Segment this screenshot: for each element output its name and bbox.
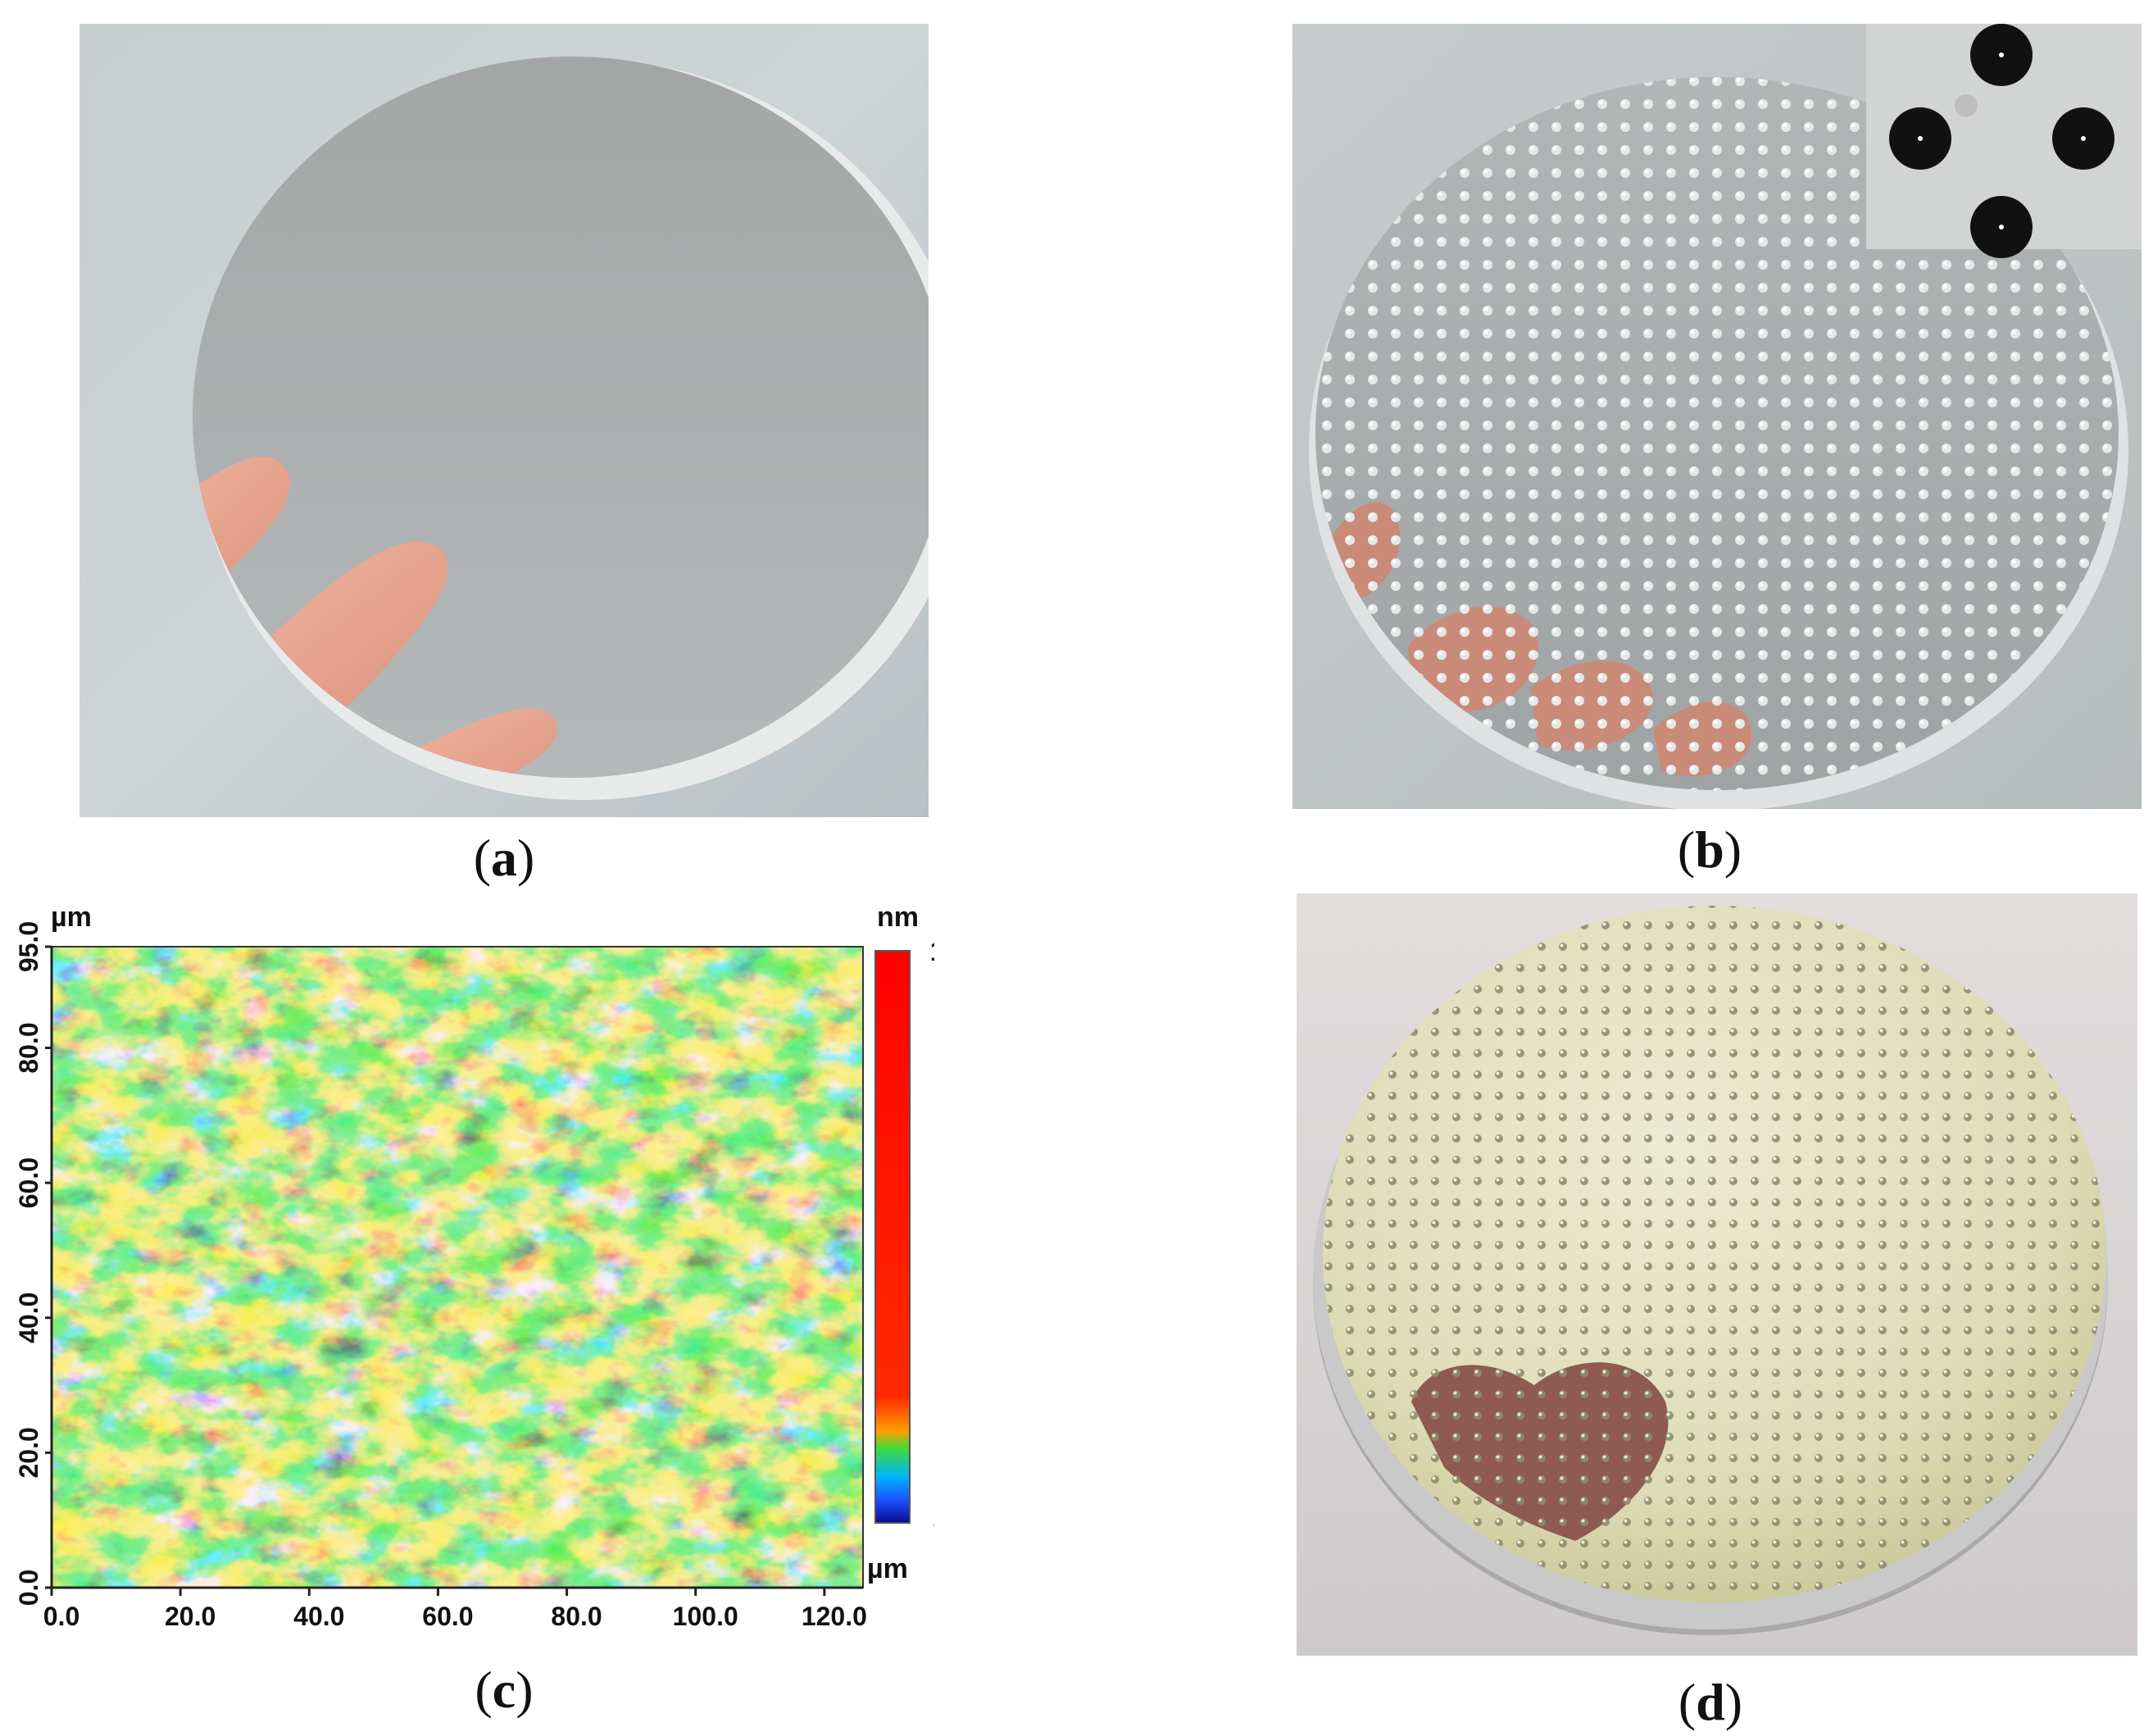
x-tick-label: 60.0 bbox=[422, 1602, 473, 1631]
colorbar-tick-label: -18 bbox=[933, 1508, 934, 1539]
x-tick-label: 40.0 bbox=[293, 1602, 344, 1631]
caption-d: (d) bbox=[1678, 1673, 1743, 1731]
x-axis-unit: µm bbox=[867, 1553, 908, 1584]
caption-c: (c) bbox=[475, 1661, 534, 1719]
colorbar-unit: nm bbox=[877, 902, 919, 933]
y-tick-label: 60.0 bbox=[14, 1157, 43, 1208]
x-tick-label: 120.0 bbox=[802, 1602, 867, 1631]
x-axis-ticks: 0.0 20.0 40.0 60.0 80.0 100.0 120.0 bbox=[43, 1588, 867, 1631]
colorbar-tick-label: 101 bbox=[930, 936, 934, 967]
x-tick-label: 100.0 bbox=[673, 1602, 738, 1631]
photo-dimpled-mirror bbox=[1292, 24, 2142, 809]
caption-a: (a) bbox=[473, 829, 535, 887]
afm-surface-map: 0.0 20.0 40.0 60.0 80.0 95.0 0.0 20.0 40.0 60.0 8… bbox=[0, 893, 934, 1647]
photo-gold-disc-drawing bbox=[1297, 893, 2137, 1656]
photo-mirror-blank-drawing bbox=[79, 24, 929, 817]
y-axis-unit: µm bbox=[51, 902, 92, 933]
caption-b: (b) bbox=[1677, 820, 1742, 879]
y-tick-label: 20.0 bbox=[14, 1427, 43, 1478]
photo-mirror-blank bbox=[79, 24, 929, 817]
y-tick-label: 80.0 bbox=[14, 1022, 43, 1073]
colorbar bbox=[874, 950, 911, 1524]
photo-gold-disc bbox=[1297, 893, 2137, 1656]
colorbar-ticks: 101806040200-18 bbox=[930, 936, 934, 1539]
x-tick-label: 80.0 bbox=[551, 1602, 602, 1631]
afm-surface-map-drawing: 0.0 20.0 40.0 60.0 80.0 95.0 0.0 20.0 40.0 60.0 8… bbox=[14, 902, 934, 1631]
inset-micrograph bbox=[1866, 24, 2142, 258]
y-tick-label: 0.0 bbox=[14, 1570, 43, 1606]
y-axis-ticks: 0.0 20.0 40.0 60.0 80.0 95.0 bbox=[14, 921, 52, 1606]
y-tick-label: 95.0 bbox=[14, 921, 43, 972]
x-tick-label: 0.0 bbox=[43, 1602, 79, 1631]
y-tick-label: 40.0 bbox=[14, 1293, 43, 1343]
photo-dimpled-mirror-drawing bbox=[1292, 24, 2142, 809]
x-tick-label: 20.0 bbox=[165, 1602, 216, 1631]
